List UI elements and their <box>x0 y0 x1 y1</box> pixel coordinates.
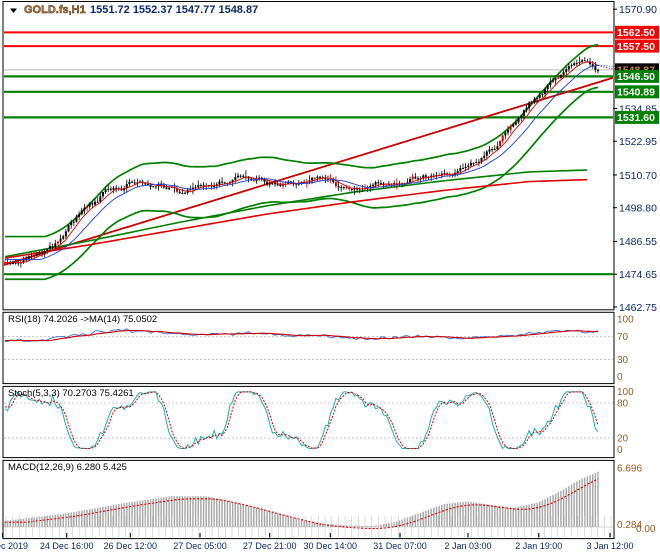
svg-text:31 Dec 07:00: 31 Dec 07:00 <box>373 541 427 551</box>
svg-text:80: 80 <box>617 399 629 410</box>
svg-text:1462.75: 1462.75 <box>619 302 657 314</box>
svg-text:0.00: 0.00 <box>636 524 656 535</box>
svg-text:RSI(18) 74.2026 ->MA(14) 75.0: RSI(18) 74.2026 ->MA(14) 75.0502 <box>8 314 157 325</box>
svg-text:30: 30 <box>617 355 629 366</box>
svg-text:GOLD.fs,H1: GOLD.fs,H1 <box>24 4 86 16</box>
svg-text:1551.72 1552.37 1547.77 1548.8: 1551.72 1552.37 1547.77 1548.87 <box>90 4 258 16</box>
svg-text:2 Jan 03:00: 2 Jan 03:00 <box>444 541 491 551</box>
svg-text:1540.89: 1540.89 <box>617 87 655 99</box>
svg-text:100: 100 <box>617 387 634 398</box>
svg-text:1486.55: 1486.55 <box>619 236 657 248</box>
svg-text:26 Dec 12:00: 26 Dec 12:00 <box>104 541 158 551</box>
svg-text:30 Dec 14:00: 30 Dec 14:00 <box>304 541 358 551</box>
svg-text:27 Dec 21:00: 27 Dec 21:00 <box>243 541 297 551</box>
svg-text:1522.95: 1522.95 <box>619 136 657 148</box>
svg-text:MACD(12,26,9) 6.280 5.425: MACD(12,26,9) 6.280 5.425 <box>8 462 127 473</box>
svg-text:70: 70 <box>617 332 629 343</box>
svg-text:100: 100 <box>617 315 634 326</box>
svg-text:23 Dec 2019: 23 Dec 2019 <box>0 541 28 551</box>
svg-text:1570.90: 1570.90 <box>619 4 657 16</box>
svg-text:1531.60: 1531.60 <box>617 112 655 124</box>
svg-text:Stoch(5,3,3) 70.2703 75.4261: Stoch(5,3,3) 70.2703 75.4261 <box>8 388 134 399</box>
svg-text:3 Jan 12:00: 3 Jan 12:00 <box>586 541 633 551</box>
svg-text:1510.70: 1510.70 <box>619 170 657 182</box>
svg-text:24 Dec 16:00: 24 Dec 16:00 <box>40 541 94 551</box>
svg-text:1546.50: 1546.50 <box>617 71 655 83</box>
svg-text:2 Jan 19:00: 2 Jan 19:00 <box>515 541 562 551</box>
svg-text:27 Dec 05:00: 27 Dec 05:00 <box>173 541 227 551</box>
svg-text:20: 20 <box>617 434 629 445</box>
svg-text:1557.50: 1557.50 <box>617 41 655 53</box>
svg-text:1474.65: 1474.65 <box>619 269 657 281</box>
svg-text:0: 0 <box>617 372 623 383</box>
svg-text:1498.80: 1498.80 <box>619 203 657 215</box>
svg-text:6.696: 6.696 <box>617 464 642 475</box>
svg-text:1562.50: 1562.50 <box>617 27 655 39</box>
svg-text:0: 0 <box>617 445 623 456</box>
